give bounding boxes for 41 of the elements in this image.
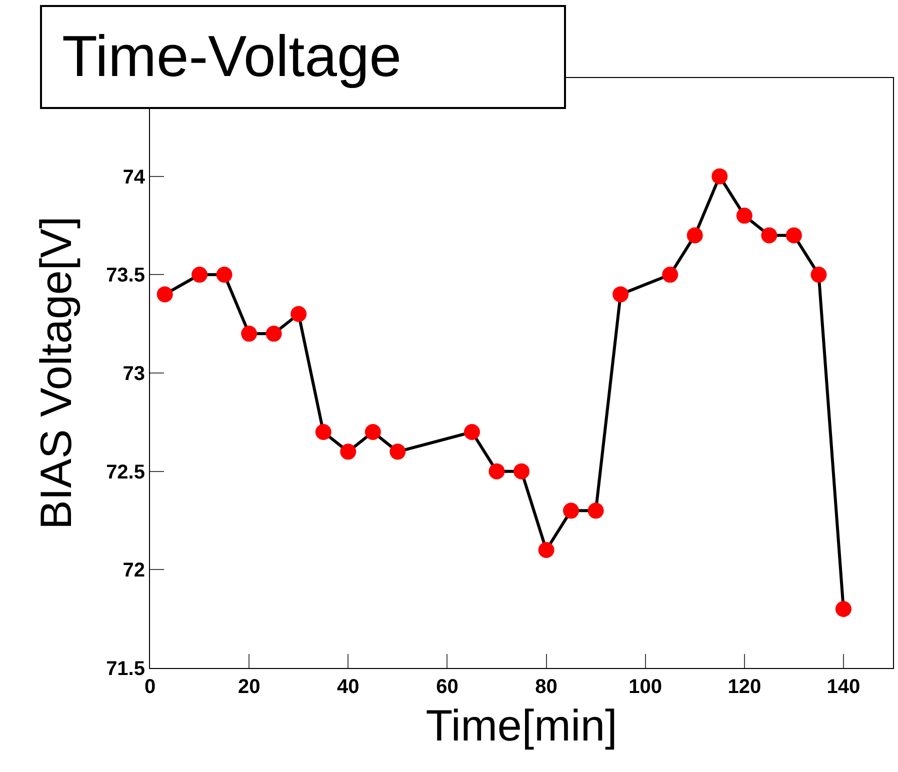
- point: [192, 266, 208, 283]
- y-tick-label: 73: [122, 363, 145, 385]
- point: [266, 326, 282, 342]
- y-tick-label: 72: [122, 560, 145, 582]
- x-tick-label: 40: [337, 676, 360, 698]
- point: [216, 266, 232, 283]
- point: [786, 227, 802, 244]
- x-tick-label: 20: [238, 676, 260, 698]
- point: [835, 601, 852, 617]
- x-tick-label: 120: [728, 676, 762, 698]
- point: [538, 542, 554, 558]
- x-tick-label: 140: [826, 676, 860, 698]
- y-tick-label: 73.5: [106, 264, 145, 287]
- point: [686, 227, 703, 244]
- x-axis-title: Time[min]: [426, 701, 618, 750]
- point: [761, 227, 778, 244]
- point: [514, 463, 530, 480]
- point: [810, 266, 827, 283]
- y-tick-label: 71.5: [106, 658, 145, 680]
- x-tick-label: 60: [436, 676, 458, 698]
- point: [612, 286, 629, 302]
- point: [736, 208, 752, 224]
- y-tick-label: 74: [122, 166, 146, 188]
- x-tick-label: 80: [535, 676, 558, 698]
- point: [290, 306, 307, 322]
- point: [241, 326, 258, 342]
- point: [712, 168, 728, 184]
- point: [340, 444, 356, 460]
- point: [390, 444, 406, 460]
- point: [662, 266, 678, 283]
- point: [464, 424, 480, 440]
- point: [315, 424, 332, 440]
- point: [156, 286, 173, 302]
- point: [364, 424, 381, 440]
- y-tick-label: 72.5: [106, 461, 145, 484]
- x-tick-label: 100: [628, 676, 662, 698]
- y-axis-title: BIAS Voltage[V]: [32, 216, 82, 530]
- x-tick-label: 0: [144, 676, 156, 698]
- point: [488, 463, 505, 480]
- point: [588, 502, 604, 519]
- point: [563, 502, 580, 519]
